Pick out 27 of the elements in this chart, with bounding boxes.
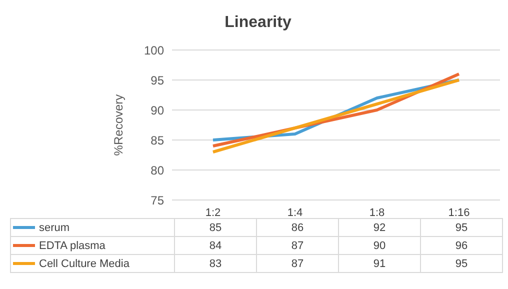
y-axis-title: %Recovery	[111, 94, 126, 156]
data-label: 96	[420, 236, 502, 254]
y-tick-label: 100	[144, 43, 164, 58]
data-label: 92	[338, 218, 420, 236]
y-tick-label: 95	[150, 73, 164, 88]
data-label: 85	[174, 218, 256, 236]
data-label: 84	[174, 236, 256, 254]
y-tick-label: 85	[150, 133, 164, 148]
x-tick-label: 1:4	[287, 206, 303, 219]
x-tick-label: 1:16	[448, 206, 470, 219]
data-label: 91	[338, 254, 420, 272]
y-tick-label: 80	[150, 163, 164, 178]
data-label: 87	[256, 254, 338, 272]
data-label: 86	[256, 218, 338, 236]
chart-title: Linearity	[224, 14, 292, 32]
data-label: 90	[338, 236, 420, 254]
x-tick-label: 1:8	[369, 206, 385, 219]
legend-label: serum	[10, 218, 174, 236]
x-tick-label: 1:2	[205, 206, 221, 219]
data-label: 83	[174, 254, 256, 272]
data-label: 95	[420, 218, 502, 236]
y-tick-label: 75	[150, 193, 164, 208]
legend-label: EDTA plasma	[10, 236, 174, 254]
legend-label: Cell Culture Media	[10, 254, 174, 272]
data-label: 95	[420, 254, 502, 272]
data-label: 87	[256, 236, 338, 254]
y-tick-label: 90	[150, 103, 164, 118]
